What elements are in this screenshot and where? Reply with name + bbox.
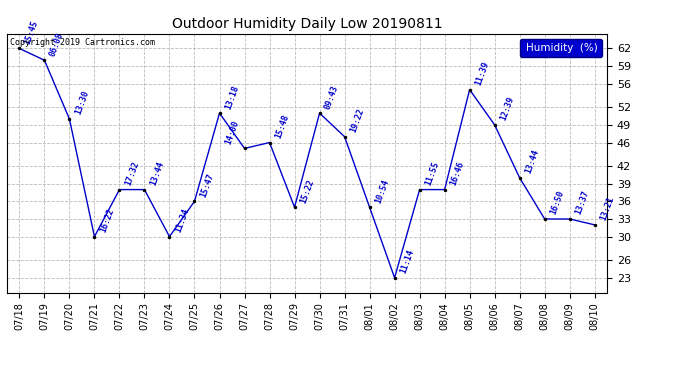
Text: 11:39: 11:39 [473, 60, 491, 87]
Text: 15:22: 15:22 [298, 178, 315, 204]
Text: 12:39: 12:39 [498, 95, 515, 122]
Text: 19:22: 19:22 [348, 107, 365, 134]
Text: 13:30: 13:30 [73, 90, 90, 116]
Text: 11:14: 11:14 [398, 248, 415, 275]
Text: 15:47: 15:47 [198, 172, 215, 198]
Text: 15:45: 15:45 [23, 19, 40, 45]
Text: 13:44: 13:44 [524, 148, 540, 175]
Text: 11:55: 11:55 [424, 160, 440, 187]
Text: 13:37: 13:37 [573, 189, 591, 216]
Text: 15:48: 15:48 [273, 113, 290, 140]
Text: 16:22: 16:22 [98, 207, 115, 234]
Text: 14:00: 14:00 [224, 119, 241, 146]
Text: Copyright 2019 Cartronics.com: Copyright 2019 Cartronics.com [10, 38, 155, 46]
Text: 16:46: 16:46 [448, 160, 465, 187]
Text: 17:32: 17:32 [124, 160, 140, 187]
Text: 13:18: 13:18 [224, 84, 240, 110]
Text: 13:44: 13:44 [148, 160, 165, 187]
Title: Outdoor Humidity Daily Low 20190811: Outdoor Humidity Daily Low 20190811 [172, 17, 442, 31]
Text: 13:21: 13:21 [598, 195, 615, 222]
Text: 06:08: 06:08 [48, 31, 65, 57]
Text: 16:50: 16:50 [549, 189, 565, 216]
Text: 11:34: 11:34 [173, 207, 190, 234]
Text: 09:43: 09:43 [324, 84, 340, 110]
Legend: Humidity  (%): Humidity (%) [520, 39, 602, 57]
Text: 10:54: 10:54 [373, 178, 391, 204]
